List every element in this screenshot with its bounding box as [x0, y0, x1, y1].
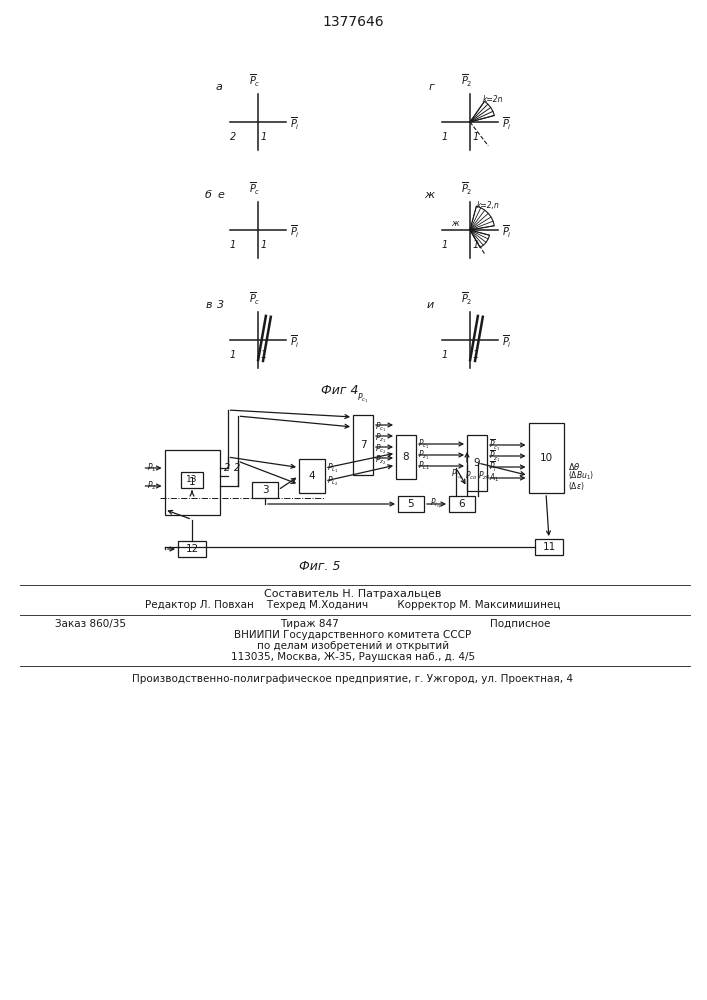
Bar: [178, 541, 206, 557]
Text: и: и: [427, 300, 434, 310]
Bar: [449, 496, 475, 512]
Text: 3: 3: [262, 485, 269, 495]
Text: Тираж 847: Тираж 847: [280, 619, 339, 629]
Polygon shape: [470, 101, 494, 122]
Text: 1: 1: [230, 350, 236, 360]
Text: $\overline{P}_i$: $\overline{P}_i$: [290, 334, 300, 350]
Text: $P_{i_{cp}}$: $P_{i_{cp}}$: [431, 497, 443, 511]
Text: 11: 11: [542, 542, 556, 552]
Text: $P_{co}$: $P_{co}$: [464, 470, 477, 482]
Polygon shape: [470, 206, 494, 230]
Text: 12: 12: [185, 544, 199, 554]
Text: $P_{z0}$: $P_{z0}$: [478, 470, 490, 482]
Text: 9: 9: [474, 458, 480, 468]
Text: $P_{z_1}$: $P_{z_1}$: [375, 431, 387, 445]
Text: $P_{L1}$: $P_{L1}$: [418, 460, 431, 472]
Text: 8: 8: [403, 452, 409, 462]
Text: 3: 3: [217, 300, 224, 310]
Text: 1: 1: [261, 240, 267, 250]
Bar: [529, 423, 563, 493]
Text: $P_{c_1}$: $P_{c_1}$: [418, 437, 430, 451]
Bar: [535, 539, 563, 555]
Text: а: а: [215, 82, 222, 92]
Text: $A_1$: $A_1$: [489, 472, 500, 484]
Text: $\overline{P}_2$: $\overline{P}_2$: [461, 73, 473, 89]
Text: 1: 1: [473, 132, 479, 142]
Bar: [396, 435, 416, 479]
Text: Фиг 4: Фиг 4: [321, 383, 358, 396]
Bar: [398, 496, 424, 512]
Text: $P_{L_1}$: $P_{L_1}$: [327, 461, 339, 475]
Text: 10: 10: [539, 453, 553, 463]
Text: $P_{c_1}$: $P_{c_1}$: [357, 391, 369, 405]
Text: Фиг. 5: Фиг. 5: [299, 560, 341, 574]
Text: ж: ж: [424, 190, 434, 200]
Polygon shape: [470, 230, 489, 247]
Text: 1: 1: [261, 132, 267, 142]
Text: $P_1$: $P_1$: [147, 462, 156, 474]
Text: $P_{z_2}$: $P_{z_2}$: [375, 453, 387, 467]
Text: 1: 1: [473, 240, 479, 250]
Text: 1377646: 1377646: [322, 15, 384, 29]
Text: $\overline{P}_i$: $\overline{P}_i$: [502, 334, 512, 350]
Bar: [165, 450, 219, 514]
Text: k=2n: k=2n: [483, 95, 503, 104]
Bar: [252, 482, 278, 498]
Text: $(\Delta\varepsilon)$: $(\Delta\varepsilon)$: [568, 480, 585, 492]
Text: 13: 13: [186, 476, 198, 485]
Text: $\overline{P}_c$: $\overline{P}_c$: [249, 73, 261, 89]
Text: в: в: [206, 300, 212, 310]
Text: $\overline{P}_2$: $\overline{P}_2$: [461, 291, 473, 307]
Bar: [353, 415, 373, 475]
Text: 6: 6: [459, 499, 465, 509]
Text: $\Delta\theta$: $\Delta\theta$: [568, 460, 581, 472]
Text: $\overline{P}_i$: $\overline{P}_i$: [489, 460, 497, 474]
Text: $\overline{P}_i$: $\overline{P}_i$: [502, 224, 512, 240]
Text: $\overline{P}_i$: $\overline{P}_i$: [290, 224, 300, 240]
Text: б: б: [205, 190, 212, 200]
Text: $\overline{P}_i$: $\overline{P}_i$: [502, 116, 512, 132]
Bar: [181, 472, 203, 488]
Text: Производственно-полиграфическое предприятие, г. Ужгород, ул. Проектная, 4: Производственно-полиграфическое предприя…: [132, 674, 573, 684]
Text: е: е: [217, 190, 224, 200]
Text: Заказ 860/35: Заказ 860/35: [55, 619, 126, 629]
Text: $(\Delta Bu_1)$: $(\Delta Bu_1)$: [568, 470, 595, 482]
Text: ж: ж: [451, 219, 458, 228]
Text: $P_2$: $P_2$: [147, 480, 156, 492]
Text: $P_{c_2}$: $P_{c_2}$: [375, 442, 387, 456]
Text: 1: 1: [473, 350, 479, 360]
Text: ВНИИПИ Государственного комитета СССР: ВНИИПИ Государственного комитета СССР: [235, 630, 472, 640]
Text: 2: 2: [230, 132, 236, 142]
Text: 2: 2: [224, 463, 230, 473]
Text: 1: 1: [442, 350, 448, 360]
Text: $P_{z_1}$: $P_{z_1}$: [418, 448, 429, 462]
Text: 1: 1: [442, 240, 448, 250]
Text: $\overline{P}_{c_1}$: $\overline{P}_{c_1}$: [489, 437, 501, 453]
Text: $\overline{P}_c$: $\overline{P}_c$: [249, 181, 261, 197]
Bar: [299, 459, 325, 493]
Bar: [467, 435, 487, 491]
Text: 2: 2: [235, 463, 240, 473]
Text: Подписное: Подписное: [490, 619, 550, 629]
Text: 4: 4: [309, 471, 315, 481]
Text: Составитель Н. Патрахальцев: Составитель Н. Патрахальцев: [264, 589, 442, 599]
Text: по делам изобретений и открытий: по делам изобретений и открытий: [257, 641, 449, 651]
Text: k=2,n: k=2,n: [477, 201, 500, 210]
Text: 1: 1: [442, 132, 448, 142]
Text: 113035, Москва, Ж-35, Раушская наб., д. 4/5: 113035, Москва, Ж-35, Раушская наб., д. …: [231, 652, 475, 662]
Text: $\overline{P}_c$: $\overline{P}_c$: [249, 291, 261, 307]
Text: г: г: [428, 82, 434, 92]
Text: 7: 7: [360, 440, 366, 450]
Text: 1: 1: [230, 240, 236, 250]
Text: Редактор Л. Повхан    Техред М.Ходанич         Корректор М. Максимишинец: Редактор Л. Повхан Техред М.Ходанич Корр…: [145, 600, 561, 610]
Text: $\overline{P}_2$: $\overline{P}_2$: [461, 181, 473, 197]
Text: $\overline{P}_i$: $\overline{P}_i$: [290, 116, 300, 132]
Text: $P_{i_{cp}}$: $P_{i_{cp}}$: [451, 467, 463, 482]
Text: $\overline{P}_{z_1}$: $\overline{P}_{z_1}$: [489, 448, 501, 464]
Text: $P_{c_1}$: $P_{c_1}$: [375, 420, 387, 434]
Text: 1: 1: [189, 477, 195, 487]
Text: 5: 5: [408, 499, 414, 509]
Text: $P_{L_2}$: $P_{L_2}$: [327, 474, 339, 488]
Text: 1: 1: [261, 350, 267, 360]
